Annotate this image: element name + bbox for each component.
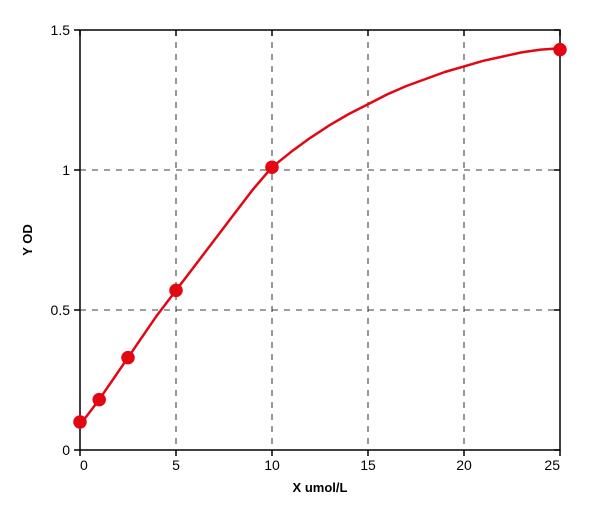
x-tick-label: 10 <box>264 457 280 473</box>
y-tick-label: 0 <box>62 442 70 458</box>
y-tick-label: 1 <box>62 162 70 178</box>
plot-background <box>80 30 560 450</box>
y-axis-label: Y OD <box>20 224 35 256</box>
data-point <box>122 352 134 364</box>
x-tick-label: 0 <box>80 457 88 473</box>
x-axis-label: X umol/L <box>293 480 348 495</box>
data-point <box>74 416 86 428</box>
x-tick-label: 5 <box>172 457 180 473</box>
chart-svg: 0 5 10 15 20 25 0 0.5 1 1.5 X umol/L Y OD <box>0 0 600 516</box>
data-point <box>554 44 566 56</box>
x-tick-label: 25 <box>544 457 560 473</box>
x-tick-label: 20 <box>456 457 472 473</box>
data-point <box>266 161 278 173</box>
chart-container: 0 5 10 15 20 25 0 0.5 1 1.5 X umol/L Y OD <box>0 0 600 516</box>
x-tick-label: 15 <box>360 457 376 473</box>
y-tick-label: 1.5 <box>51 22 71 38</box>
data-point <box>170 284 182 296</box>
y-tick-label: 0.5 <box>51 302 71 318</box>
data-point <box>93 394 105 406</box>
